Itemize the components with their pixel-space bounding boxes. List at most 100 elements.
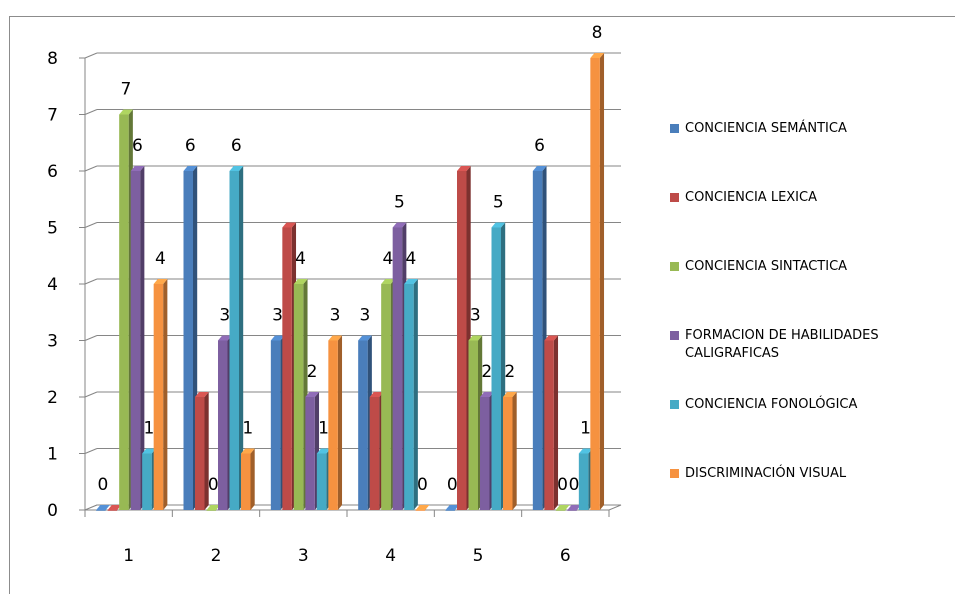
- data-label: 3: [360, 306, 371, 326]
- bar: [316, 453, 327, 510]
- bar: [468, 340, 478, 510]
- data-label: 5: [493, 193, 504, 213]
- legend-item: CONCIENCIA SEMÁNTICA: [670, 120, 847, 138]
- bar-top: [445, 505, 460, 510]
- data-label: 3: [272, 306, 283, 326]
- data-label: 2: [504, 362, 515, 382]
- data-label: 5: [394, 193, 405, 213]
- gridline-depth: [84, 165, 98, 172]
- bar: [195, 397, 205, 510]
- bar-top: [293, 279, 308, 284]
- data-label: 4: [295, 249, 306, 269]
- data-label: 6: [185, 136, 196, 156]
- bar-top: [183, 166, 198, 171]
- data-label: 0: [569, 475, 580, 495]
- bar-top: [392, 222, 407, 228]
- chart-frame: [9, 16, 955, 594]
- bar-side: [250, 448, 255, 510]
- bar-top: [316, 448, 331, 454]
- bar: [503, 397, 513, 510]
- bar: [369, 397, 380, 510]
- x-tick-label: 1: [123, 546, 134, 566]
- bar: [445, 510, 455, 511]
- bar-top: [328, 335, 343, 341]
- legend-label: CONCIENCIA LEXICA: [685, 190, 817, 205]
- bar-top: [381, 279, 395, 284]
- bar-top: [195, 392, 209, 397]
- bar: [241, 453, 251, 510]
- data-label: 7: [121, 80, 132, 100]
- bar-top: [457, 166, 471, 171]
- bar: [415, 510, 426, 511]
- legend-swatch: [670, 124, 679, 133]
- bar-top: [130, 166, 145, 171]
- bar-top: [544, 335, 559, 341]
- bar-side: [204, 392, 209, 510]
- bar: [305, 397, 315, 510]
- legend-label: DISCRIMINACIÓN VISUAL: [685, 466, 847, 481]
- bar-top: [415, 505, 430, 510]
- bar: [392, 227, 403, 510]
- legend-swatch: [670, 469, 679, 478]
- legend-item: CONCIENCIA LEXICA: [670, 189, 817, 207]
- bar-top: [369, 392, 384, 397]
- bar-top: [282, 222, 297, 228]
- legend-swatch: [670, 331, 679, 340]
- bar: [457, 171, 467, 510]
- data-label: 1: [318, 419, 329, 439]
- bar-top: [153, 279, 168, 284]
- bar-top: [270, 335, 285, 341]
- bar: [358, 340, 368, 510]
- bar: [183, 171, 193, 510]
- bar: [282, 227, 292, 510]
- legend-label: CONCIENCIA SINTACTICA: [685, 259, 848, 274]
- bar-side: [512, 392, 517, 510]
- data-label: 6: [534, 136, 545, 156]
- legend-label: CONCIENCIA SEMÁNTICA: [685, 121, 847, 136]
- bar: [142, 453, 152, 510]
- data-label: 1: [242, 419, 253, 439]
- bar-top: [107, 505, 122, 510]
- bar-top: [480, 392, 494, 397]
- y-tick-label: 6: [47, 162, 58, 182]
- bar: [293, 284, 304, 510]
- bar-top: [491, 222, 506, 228]
- data-label: 0: [447, 475, 458, 495]
- gridline-depth: [84, 335, 98, 341]
- data-label: 4: [406, 249, 417, 269]
- x-tick-label: 5: [473, 546, 484, 566]
- bar-top: [404, 279, 418, 284]
- data-label: 0: [417, 475, 428, 495]
- gridline-depth: [84, 222, 98, 228]
- bar-top: [358, 335, 372, 341]
- legend-label: FORMACION DE HABILIDADES CALIGRAFICAS: [685, 328, 879, 361]
- data-label: 2: [307, 362, 318, 382]
- gridline-depth: [84, 109, 98, 115]
- gridline-depth: [84, 52, 98, 59]
- x-tick-label: 6: [560, 546, 571, 566]
- bar-top: [590, 53, 605, 58]
- bar-side: [239, 166, 244, 510]
- bar: [153, 284, 164, 510]
- bar-side: [337, 335, 343, 510]
- data-label: 2: [481, 362, 492, 382]
- y-tick-label: 1: [47, 445, 58, 465]
- legend-swatch: [670, 400, 679, 409]
- bar: [270, 340, 281, 510]
- bar: [206, 510, 216, 511]
- gridline-depth: [84, 448, 98, 454]
- bar: [567, 510, 577, 511]
- data-label: 0: [208, 475, 219, 495]
- data-label: 4: [383, 249, 394, 269]
- data-label: 3: [330, 306, 341, 326]
- bar-top: [218, 335, 232, 341]
- data-label: 4: [155, 249, 166, 269]
- legend-item: CONCIENCIA FONOLÓGICA: [670, 396, 857, 414]
- data-label: 8: [592, 23, 603, 43]
- bar-top: [555, 505, 570, 510]
- data-label: 3: [470, 306, 481, 326]
- y-tick-label: 7: [47, 106, 58, 126]
- data-label: 0: [557, 475, 568, 495]
- bar-top: [567, 505, 582, 510]
- legend-swatch: [670, 193, 679, 202]
